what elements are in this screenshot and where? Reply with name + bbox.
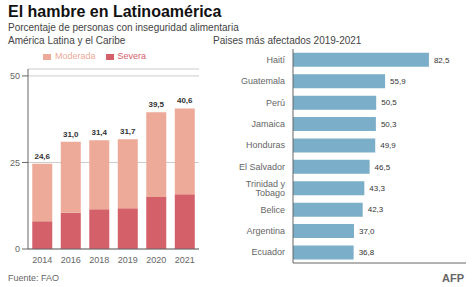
svg-text:2020: 2020 (146, 255, 166, 265)
svg-text:Jamaica: Jamaica (251, 119, 285, 129)
svg-text:Honduras: Honduras (246, 140, 286, 150)
svg-text:Perú: Perú (266, 98, 285, 108)
svg-text:31,4: 31,4 (91, 128, 107, 137)
svg-text:50,3: 50,3 (381, 120, 397, 129)
svg-text:Belice: Belice (260, 205, 285, 215)
html-text:AFP: AFP (442, 272, 464, 284)
html-text:Porcentaje de personas con ins: Porcentaje de personas con inseguridad a… (8, 22, 239, 33)
svg-text:2014: 2014 (32, 255, 52, 265)
svg-text:50,5: 50,5 (381, 98, 397, 107)
svg-text:Ecuador: Ecuador (251, 247, 285, 257)
html-text:El hambre en Latinoamérica: El hambre en Latinoamérica (8, 3, 222, 20)
html-text:Moderada: Moderada (55, 51, 96, 61)
svg-text:31,7: 31,7 (120, 127, 136, 136)
svg-text:Argentina: Argentina (246, 226, 285, 236)
svg-text:82,5: 82,5 (434, 56, 450, 65)
svg-text:24,6: 24,6 (34, 152, 50, 161)
html-text:Fuente: FAO: Fuente: FAO (8, 273, 59, 283)
svg-text:0: 0 (15, 244, 20, 254)
svg-text:2018: 2018 (89, 255, 109, 265)
svg-text:37,0: 37,0 (359, 227, 375, 236)
svg-text:Trinidad yTobago: Trinidad yTobago (246, 179, 286, 198)
svg-text:43,3: 43,3 (369, 184, 385, 193)
svg-text:El Salvador: El Salvador (239, 162, 285, 172)
svg-text:46,5: 46,5 (375, 163, 391, 172)
svg-text:2019: 2019 (118, 255, 138, 265)
svg-text:50: 50 (10, 71, 20, 81)
svg-text:39,5: 39,5 (148, 100, 164, 109)
svg-text:49,9: 49,9 (380, 141, 396, 150)
html-text:América Latina y el Caribe: América Latina y el Caribe (8, 35, 126, 46)
svg-text:40,6: 40,6 (177, 96, 193, 105)
svg-text:Guatemala: Guatemala (241, 76, 285, 86)
svg-text:42,3: 42,3 (368, 205, 384, 214)
svg-text:55,9: 55,9 (390, 77, 406, 86)
svg-text:36,8: 36,8 (359, 248, 375, 257)
svg-text:2016: 2016 (61, 255, 81, 265)
svg-text:Haití: Haití (266, 55, 285, 65)
svg-text:2021: 2021 (175, 255, 195, 265)
html-text:Severa: Severa (117, 51, 146, 61)
html-text:Paises más afectados 2019-2021: Paises más afectados 2019-2021 (213, 35, 362, 46)
svg-text:31,0: 31,0 (63, 130, 79, 139)
svg-text:25: 25 (10, 158, 20, 168)
